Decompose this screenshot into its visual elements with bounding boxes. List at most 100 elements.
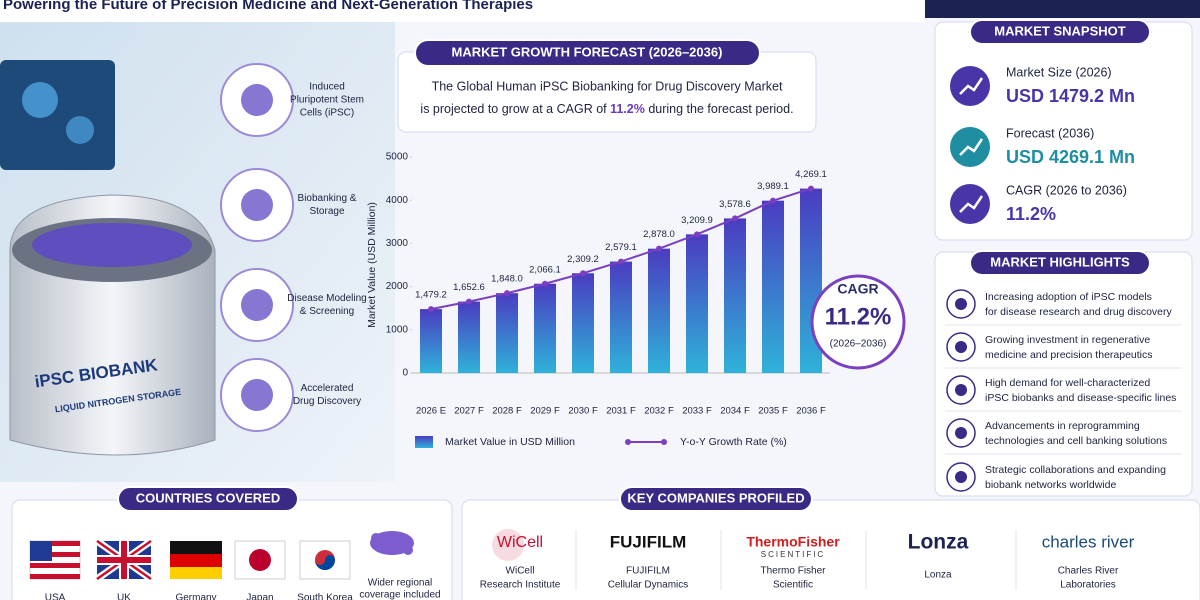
value-label: 2,066.1	[529, 264, 561, 275]
snapshot-value: 11.2%	[1006, 204, 1056, 224]
flag-germany	[170, 541, 222, 579]
line-point	[694, 231, 700, 238]
x-tick-label: 2028 F	[492, 406, 522, 417]
company-logo: ThermoFisher	[746, 534, 840, 550]
highlight-text: biobank networks worldwide	[985, 479, 1116, 491]
highlights-pill	[969, 250, 1151, 276]
country-label: Germany	[175, 593, 216, 600]
highlight-items: Increasing adoption of iPSC models for di…	[945, 289, 1182, 492]
bar	[496, 293, 518, 373]
line-point	[732, 215, 738, 222]
line-point	[504, 290, 510, 297]
legend-dot	[625, 439, 631, 445]
bar	[762, 200, 784, 373]
companies-panel	[461, 499, 1200, 600]
flags	[29, 531, 414, 582]
value-label: 2,878.0	[643, 229, 675, 240]
highlight-text: Increasing adoption of iPSC models	[985, 291, 1152, 303]
y-tick-label: 1000	[386, 324, 409, 335]
feature-label: Accelerated	[301, 383, 354, 394]
bar	[686, 234, 708, 373]
highlight-text: Growing investment in regenerative	[985, 334, 1150, 346]
bar	[648, 248, 670, 373]
countries-title: COUNTRIES COVERED	[136, 490, 280, 505]
line-point	[808, 185, 814, 192]
country-label: Japan	[246, 593, 273, 600]
highlight-icon-inner	[955, 384, 967, 396]
highlight-text: medicine and precision therapeutics	[985, 349, 1153, 361]
highlight-icon-inner	[955, 471, 967, 483]
y-tick-label: 5000	[386, 152, 409, 163]
country-label: USA	[45, 593, 66, 600]
snapshot-items: Market Size (2026) USD 1479.2 Mn Forecast …	[950, 65, 1135, 224]
feature-icon-inner	[241, 189, 273, 221]
cell-image	[22, 82, 58, 118]
feature-icon-inner	[241, 84, 273, 116]
y-tick-label: 4000	[386, 195, 409, 206]
feature-label: Pluripotent Stem	[290, 95, 364, 106]
snapshot-icon-glyph	[959, 77, 984, 95]
value-label: 2,309.2	[567, 254, 599, 265]
monitor	[0, 60, 115, 170]
chart-title: MARKET GROWTH FORECAST (2026–2036)	[452, 44, 723, 59]
snapshot-icon-glyph	[959, 195, 984, 213]
description-text: is projected to grow at a CAGR of	[420, 102, 610, 116]
legend-label: Y-o-Y Growth Rate (%)	[680, 436, 787, 448]
highlights-panel	[934, 251, 1193, 497]
line-point	[428, 306, 434, 313]
cagr-value: 11.2%	[825, 303, 892, 330]
flag-japan	[234, 540, 286, 580]
flag-korea	[299, 540, 351, 580]
feature-icon-inner	[241, 379, 273, 411]
legend-dot	[661, 439, 667, 445]
description-text: during the forecast period.	[645, 102, 794, 116]
highlight-icon-inner	[955, 341, 967, 353]
x-tick-label: 2031 F	[606, 406, 636, 417]
highlight-icon-inner	[955, 427, 967, 439]
company-items: WiCell WiCell Research Institute FUJIFILM FU…	[480, 529, 1135, 591]
flag-uk	[94, 538, 154, 582]
bar	[572, 273, 594, 373]
y-tick-label: 2000	[386, 281, 409, 292]
snapshot-title: MARKET SNAPSHOT	[994, 23, 1126, 38]
feature-label: & Screening	[300, 306, 354, 317]
company-name: Scientific	[773, 580, 813, 591]
tagline: Powering the Future of Precision Medicin…	[3, 0, 533, 13]
hero: iPSC BIOBANK LIQUID NITROGEN STORAGE	[0, 22, 395, 482]
feature-label: Storage	[309, 206, 344, 217]
y-tick-label: 3000	[386, 238, 409, 249]
header-corner	[925, 0, 1200, 18]
bar	[610, 261, 632, 373]
feature-label: Biobanking &	[298, 193, 357, 204]
legend-swatch	[415, 436, 433, 448]
y-axis-label: Market Value (USD Million)	[366, 202, 378, 328]
highlight-icon-inner	[955, 298, 967, 310]
company-logo: WiCell	[497, 534, 543, 551]
cagr-badge	[810, 274, 906, 370]
x-tick-label: 2029 F	[530, 406, 560, 417]
feature-label: Drug Discovery	[293, 396, 361, 407]
country-labels: USA UK Germany Japan South Korea Wider region…	[45, 578, 441, 600]
company-logo: Lonza	[908, 531, 969, 554]
x-tick-label: 2032 F	[644, 406, 674, 417]
flag-usa	[29, 540, 81, 580]
line-point	[580, 270, 586, 277]
line-point	[656, 245, 662, 252]
country-label: South Korea	[297, 593, 353, 600]
bar	[534, 283, 556, 373]
company-logo: FUJIFILM	[610, 532, 687, 551]
company-name: Lonza	[924, 570, 952, 581]
snapshot-label: CAGR (2026 to 2036)	[1006, 183, 1127, 197]
value-label: 3,989.1	[757, 181, 789, 192]
highlight-text: for disease research and drug discovery	[985, 306, 1173, 318]
cagr-period: (2026–2036)	[830, 339, 887, 350]
companies-title: KEY COMPANIES PROFILED	[627, 490, 804, 505]
companies-pill	[619, 486, 813, 512]
description-highlight: 11.2%	[610, 102, 645, 116]
coverage-note: coverage included	[359, 590, 440, 600]
company-name: Laboratories	[1060, 580, 1116, 591]
header-bar	[0, 0, 925, 22]
highlight-text: technologies and cell banking solutions	[985, 435, 1167, 447]
description-line: is projected to grow at a CAGR of 11.2% …	[420, 102, 793, 116]
